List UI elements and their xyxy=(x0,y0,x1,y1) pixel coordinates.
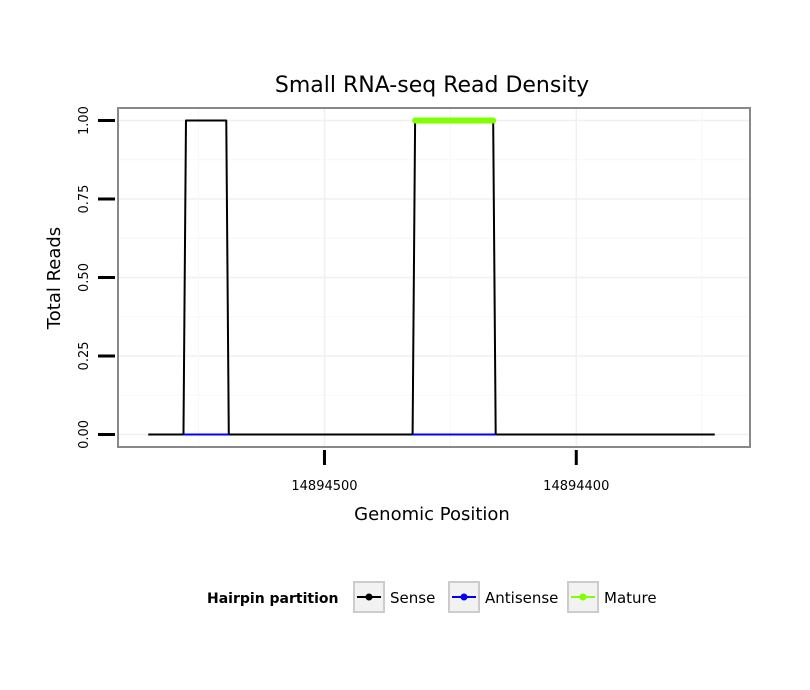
y-tick-label: 0.50 xyxy=(77,263,92,292)
plot-panel-border xyxy=(117,107,751,448)
legend-key-point xyxy=(365,593,373,601)
y-tick-label: 0.25 xyxy=(77,341,92,370)
grid-lines xyxy=(118,108,750,447)
legend-label: Antisense xyxy=(485,589,558,607)
legend-title: Hairpin partition xyxy=(207,591,338,607)
legend-entry-mature: Mature xyxy=(567,581,657,613)
x-axis-label: Genomic Position xyxy=(354,504,510,525)
legend-key-point xyxy=(579,593,587,601)
legend-entry-antisense: Antisense xyxy=(448,581,558,613)
x-tick-label: 14894500 xyxy=(291,479,357,494)
y-axis: 0.00 0.25 0.50 0.75 1.00 xyxy=(77,106,115,449)
series-line-sense xyxy=(148,119,715,436)
legend-label: Sense xyxy=(390,589,435,607)
legend-label: Mature xyxy=(604,589,657,607)
legend-key-point xyxy=(460,593,468,601)
y-tick-label: 0.75 xyxy=(77,185,92,214)
legend: Hairpin partition Sense Antisense Mature xyxy=(207,581,657,613)
x-axis: 14894500 14894400 xyxy=(291,450,609,494)
legend-entry-sense: Sense xyxy=(353,581,435,613)
chart-title: Small RNA-seq Read Density xyxy=(275,73,589,98)
data-lines xyxy=(148,117,715,436)
y-axis-label: Total Reads xyxy=(44,227,65,330)
y-tick-label: 1.00 xyxy=(77,106,92,135)
y-tick-label: 0.00 xyxy=(77,420,92,449)
x-tick-label: 14894400 xyxy=(543,479,609,494)
